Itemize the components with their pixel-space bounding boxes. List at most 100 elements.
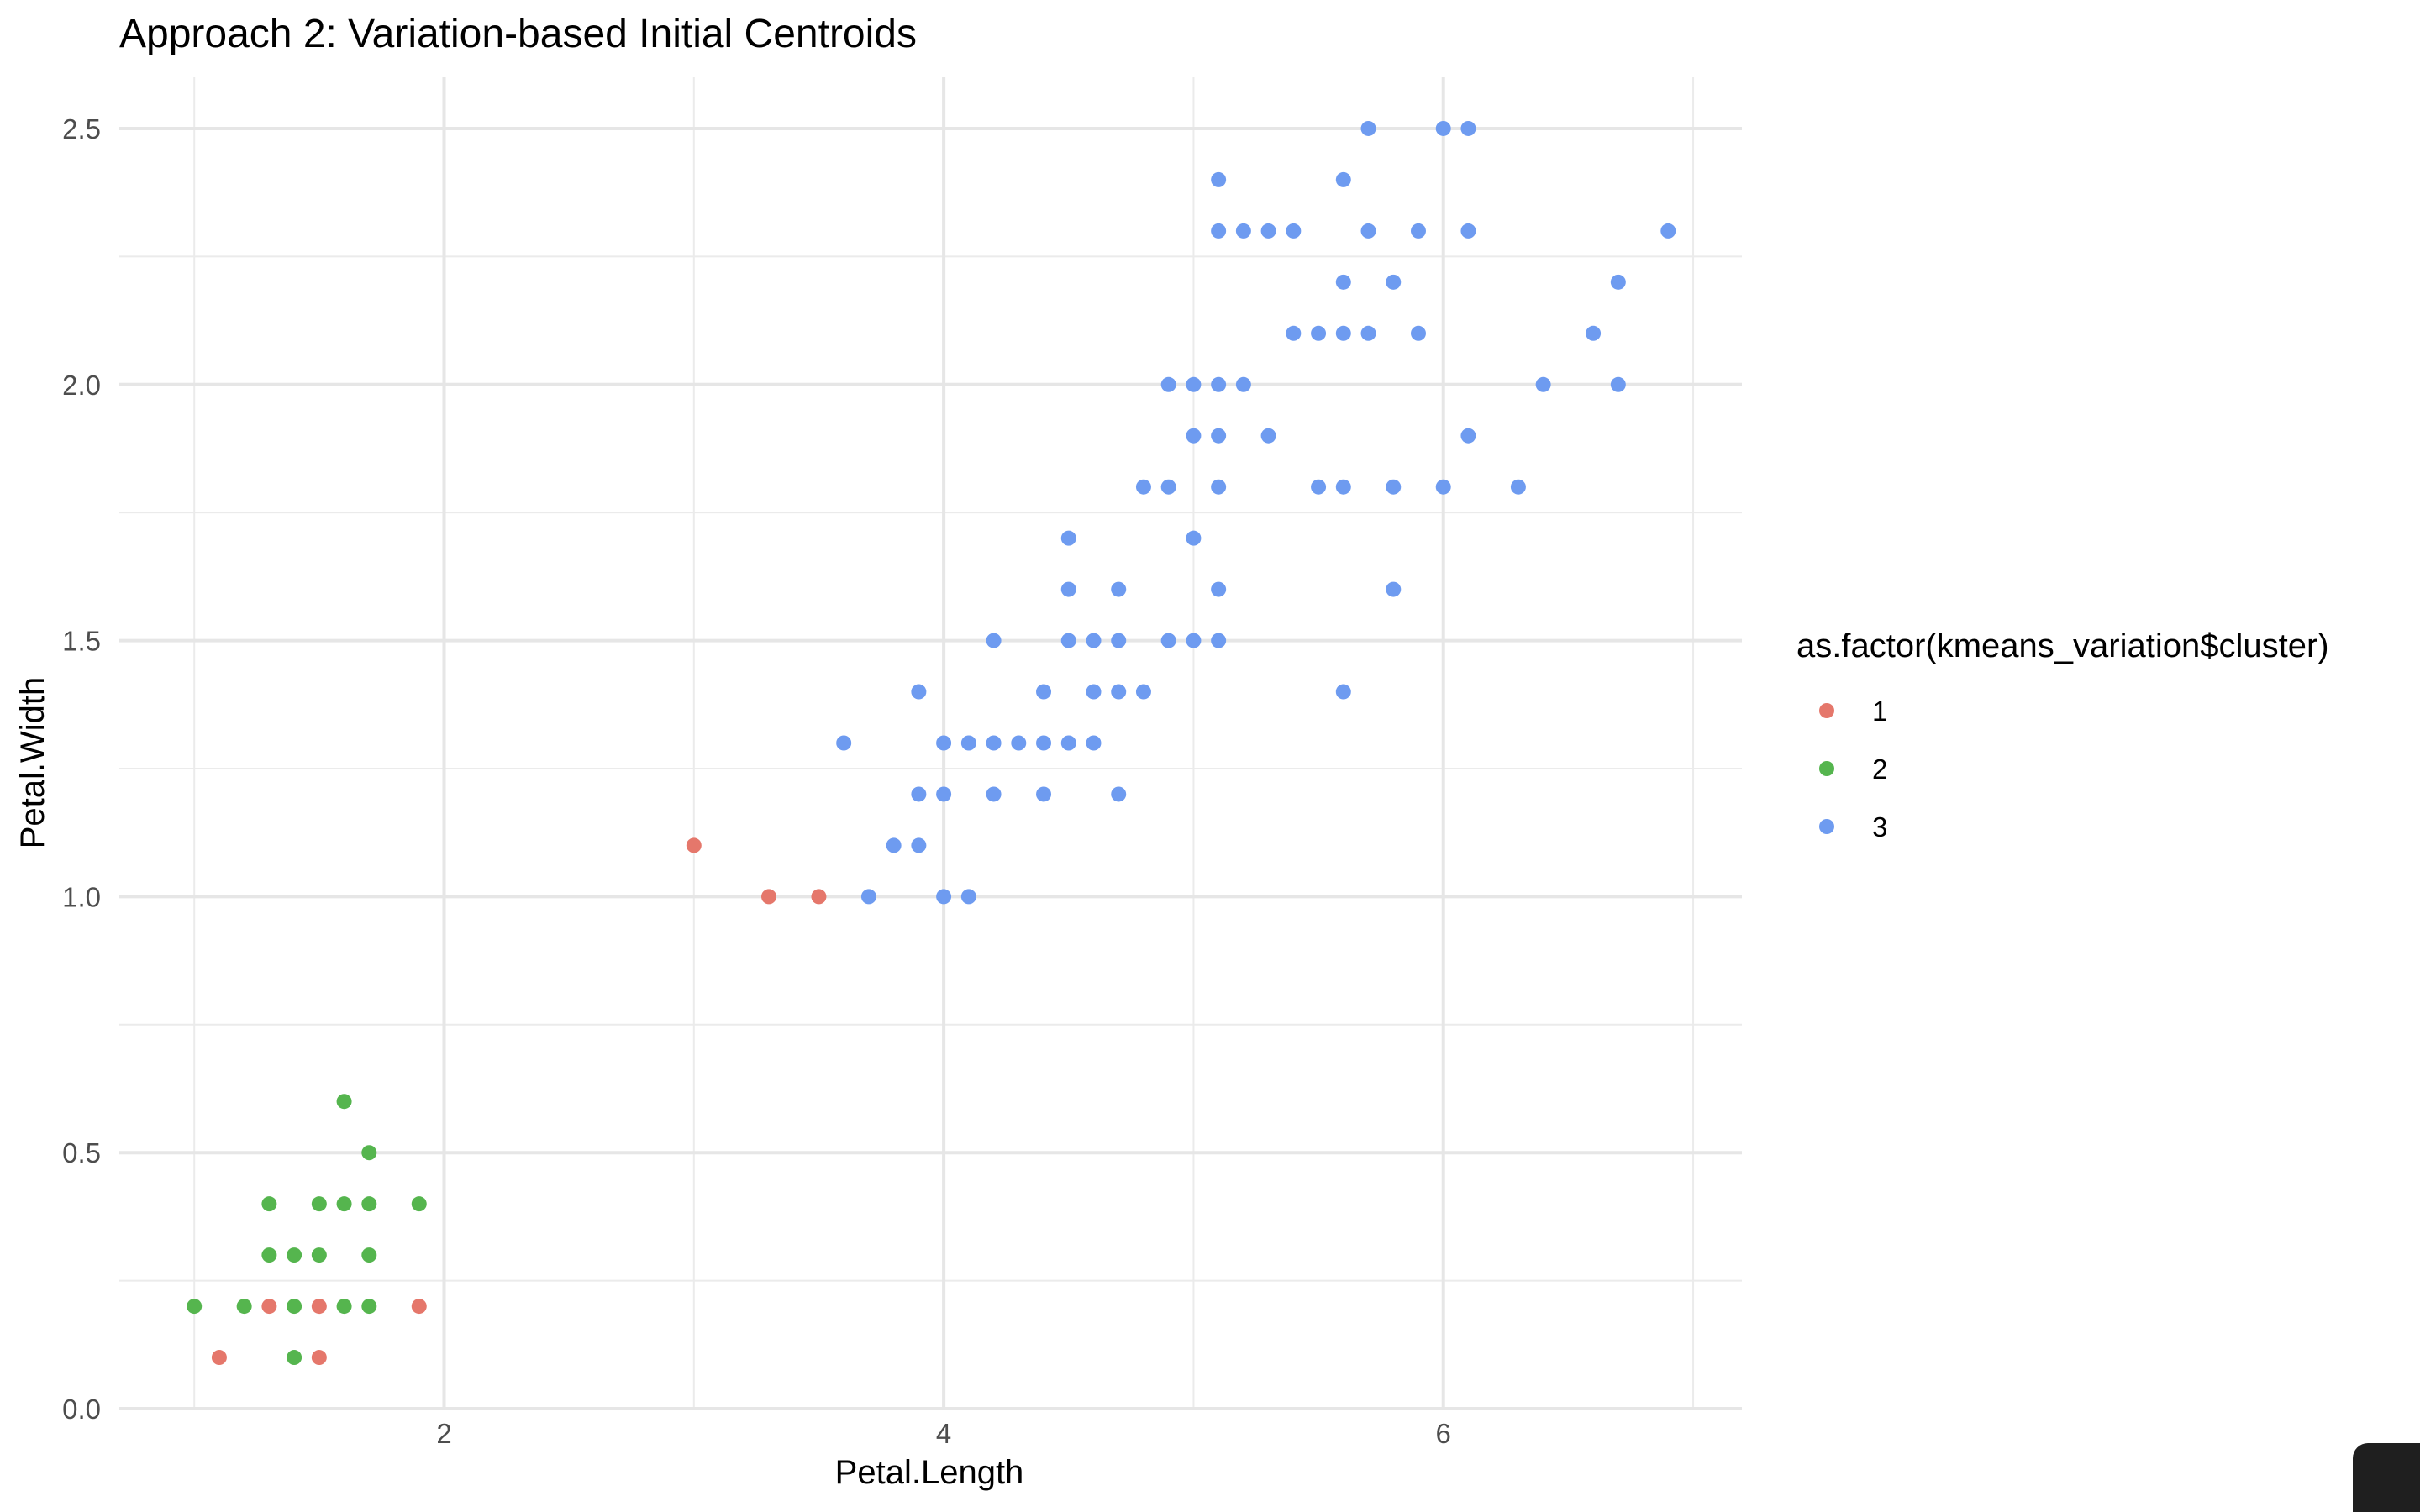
data-point-cluster-2 <box>311 1196 327 1212</box>
data-point-cluster-3 <box>960 889 976 905</box>
data-point-cluster-2 <box>287 1299 302 1315</box>
data-point-cluster-3 <box>1111 786 1127 802</box>
data-point-cluster-2 <box>336 1094 352 1110</box>
data-point-cluster-3 <box>1186 530 1202 546</box>
data-point-cluster-3 <box>1186 376 1202 392</box>
y-axis-title: Petal.Width <box>14 677 51 849</box>
data-point-cluster-3 <box>1111 684 1127 700</box>
data-point-cluster-3 <box>1510 479 1526 495</box>
y-tick-label: 1.0 <box>62 881 101 912</box>
data-point-cluster-3 <box>1460 120 1476 136</box>
data-point-cluster-3 <box>986 786 1002 802</box>
data-point-cluster-3 <box>1460 428 1476 444</box>
data-point-cluster-3 <box>1086 633 1102 648</box>
data-point-cluster-3 <box>1060 530 1076 546</box>
data-point-cluster-3 <box>1335 479 1351 495</box>
data-point-cluster-3 <box>1135 479 1151 495</box>
data-point-cluster-2 <box>336 1299 352 1315</box>
data-point-cluster-3 <box>911 786 927 802</box>
data-point-cluster-1 <box>411 1299 427 1315</box>
data-point-cluster-3 <box>1036 684 1052 700</box>
data-point-cluster-3 <box>1286 325 1302 341</box>
data-point-cluster-3 <box>1211 581 1227 597</box>
data-point-cluster-3 <box>1460 223 1476 239</box>
x-tick-label: 4 <box>936 1418 951 1449</box>
data-point-cluster-2 <box>261 1247 277 1263</box>
data-point-cluster-2 <box>287 1350 302 1366</box>
data-point-cluster-2 <box>311 1247 327 1263</box>
data-point-cluster-2 <box>411 1196 427 1212</box>
data-point-cluster-3 <box>1211 223 1227 239</box>
legend: as.factor(kmeans_variation$cluster) 1 2 3 <box>1797 627 2329 843</box>
data-point-cluster-3 <box>1335 171 1351 187</box>
data-point-cluster-3 <box>1535 376 1551 392</box>
legend-label-2: 2 <box>1872 753 1887 785</box>
data-point-cluster-2 <box>336 1196 352 1212</box>
data-point-cluster-2 <box>361 1299 377 1315</box>
data-point-cluster-3 <box>1311 325 1327 341</box>
data-point-cluster-3 <box>911 837 927 853</box>
data-points <box>187 120 1676 1366</box>
data-point-cluster-3 <box>1435 120 1451 136</box>
data-point-cluster-3 <box>1360 325 1376 341</box>
data-point-cluster-3 <box>836 735 852 751</box>
data-point-cluster-1 <box>211 1350 227 1366</box>
data-point-cluster-3 <box>1586 325 1602 341</box>
data-point-cluster-2 <box>236 1299 252 1315</box>
legend-key-1 <box>1819 703 1834 718</box>
y-tick-label: 0.0 <box>62 1394 101 1425</box>
data-point-cluster-3 <box>1386 581 1402 597</box>
corner-widget[interactable] <box>2353 1443 2420 1512</box>
y-tick-label: 2.5 <box>62 113 101 144</box>
data-point-cluster-1 <box>311 1299 327 1315</box>
data-point-cluster-3 <box>911 684 927 700</box>
data-point-cluster-3 <box>1211 376 1227 392</box>
data-point-cluster-3 <box>1111 633 1127 648</box>
data-point-cluster-2 <box>187 1299 203 1315</box>
data-point-cluster-3 <box>1410 223 1426 239</box>
x-axis-title: Petal.Length <box>835 1454 1024 1491</box>
data-point-cluster-3 <box>1211 171 1227 187</box>
data-point-cluster-3 <box>1060 581 1076 597</box>
data-point-cluster-3 <box>1211 633 1227 648</box>
data-point-cluster-3 <box>1360 223 1376 239</box>
x-axis-ticks: 2 4 6 <box>436 1418 1451 1449</box>
data-point-cluster-3 <box>1211 428 1227 444</box>
data-point-cluster-3 <box>936 735 952 751</box>
data-point-cluster-3 <box>1235 376 1251 392</box>
legend-key-3 <box>1819 819 1834 834</box>
data-point-cluster-3 <box>1160 479 1176 495</box>
data-point-cluster-3 <box>1235 223 1251 239</box>
data-point-cluster-3 <box>1260 223 1276 239</box>
data-point-cluster-3 <box>886 837 902 853</box>
data-point-cluster-1 <box>760 889 776 905</box>
data-point-cluster-3 <box>1086 735 1102 751</box>
data-point-cluster-3 <box>1335 325 1351 341</box>
data-point-cluster-3 <box>1060 633 1076 648</box>
data-point-cluster-3 <box>960 735 976 751</box>
data-point-cluster-3 <box>1286 223 1302 239</box>
data-point-cluster-3 <box>860 889 876 905</box>
data-point-cluster-2 <box>361 1196 377 1212</box>
data-point-cluster-3 <box>1610 376 1626 392</box>
data-point-cluster-3 <box>1086 684 1102 700</box>
data-point-cluster-3 <box>936 786 952 802</box>
data-point-cluster-2 <box>287 1247 302 1263</box>
data-point-cluster-3 <box>1360 120 1376 136</box>
x-tick-label: 6 <box>1436 1418 1451 1449</box>
data-point-cluster-2 <box>361 1145 377 1161</box>
data-point-cluster-3 <box>1335 684 1351 700</box>
data-point-cluster-3 <box>1135 684 1151 700</box>
data-point-cluster-3 <box>1260 428 1276 444</box>
data-point-cluster-3 <box>1160 376 1176 392</box>
data-point-cluster-3 <box>1386 479 1402 495</box>
x-tick-label: 2 <box>436 1418 451 1449</box>
data-point-cluster-3 <box>1011 735 1027 751</box>
data-point-cluster-3 <box>1386 274 1402 290</box>
data-point-cluster-3 <box>1660 223 1676 239</box>
data-point-cluster-3 <box>1335 274 1351 290</box>
y-axis-ticks: 0.0 0.5 1.0 1.5 2.0 2.5 <box>62 113 101 1425</box>
data-point-cluster-3 <box>1211 479 1227 495</box>
legend-title: as.factor(kmeans_variation$cluster) <box>1797 627 2329 664</box>
